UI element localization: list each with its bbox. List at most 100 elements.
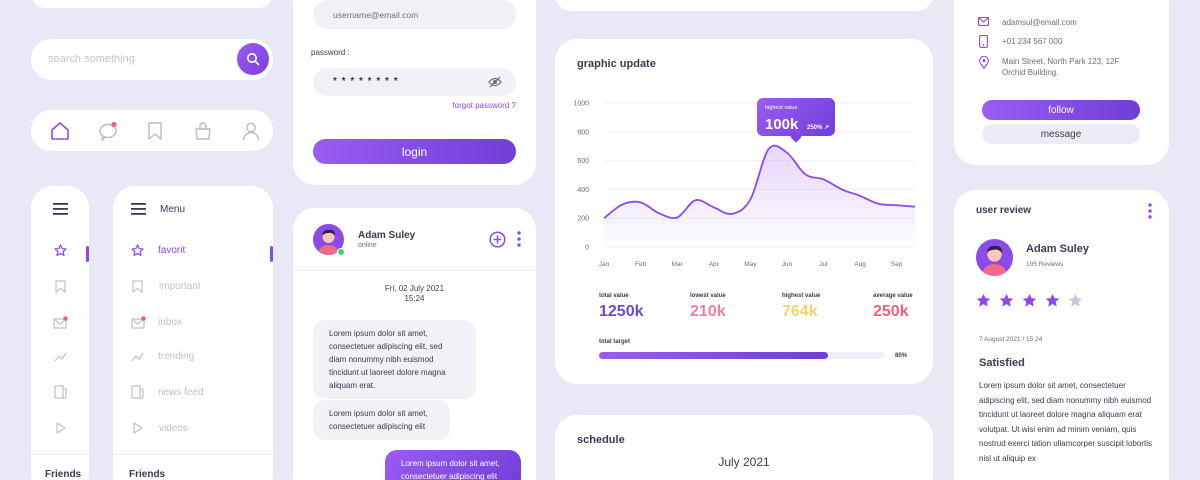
- target-progress-fill: [599, 352, 828, 359]
- sidebar-item-inbox[interactable]: inbox: [131, 316, 182, 329]
- mail-icon: [131, 316, 146, 329]
- star-filled-icon: [976, 293, 991, 307]
- hamburger-menu-icon[interactable]: [53, 203, 68, 215]
- star-icon[interactable]: [54, 244, 67, 257]
- star-filled-icon: [1022, 293, 1037, 307]
- star-filled-icon: [999, 293, 1014, 307]
- user-icon[interactable]: [241, 121, 261, 141]
- trending-icon: [131, 352, 144, 362]
- sidebar-item-label: important: [159, 281, 201, 292]
- highest-value-tooltip: highest value 100k 250% ↗: [757, 98, 835, 143]
- menu-title: Menu: [160, 204, 186, 215]
- avatar-person: [981, 246, 1008, 276]
- schedule-title: schedule: [577, 434, 625, 446]
- message-button[interactable]: message: [982, 124, 1140, 144]
- y-tick-label: 1000: [573, 101, 589, 108]
- shopping-bag-icon[interactable]: [193, 121, 213, 141]
- sidebar-item-important[interactable]: important: [132, 280, 201, 293]
- more-vertical-icon[interactable]: [517, 231, 521, 247]
- profile-card: adamsul@email.com +01 234 567 000 Main S…: [954, 0, 1169, 165]
- review-body: Lorem ipsum dolor sit amet, consectetuer…: [979, 381, 1152, 463]
- chat-time: 15:24: [404, 294, 425, 303]
- x-tick-label: Feb: [635, 261, 647, 268]
- tooltip-value: 100k: [765, 116, 799, 133]
- password-value: * * * * * * * *: [333, 76, 399, 87]
- target-label: total target: [599, 339, 631, 345]
- trending-icon[interactable]: [54, 351, 67, 362]
- review-title: user review: [976, 205, 1032, 216]
- friends-heading: Friends: [129, 469, 166, 480]
- y-tick-label: 400: [577, 187, 589, 194]
- bookmark-icon[interactable]: [145, 121, 165, 141]
- more-vertical-icon[interactable]: [1148, 203, 1152, 219]
- mail-icon: [978, 17, 989, 26]
- x-tick-label: Sep: [891, 261, 903, 268]
- user-review-card: user review Adam Suley 105 Reviews 7 Aug…: [954, 190, 1169, 480]
- avatar[interactable]: [976, 239, 1013, 276]
- search-button[interactable]: [237, 43, 269, 75]
- top-left-card: [31, 0, 273, 8]
- graphic-update-card: graphic update 1000 800 600 400 200 0 Jan Feb Ma…: [555, 39, 933, 384]
- sidebar-menu: Menu favorit important inbox trending ne…: [113, 186, 273, 480]
- eye-off-icon[interactable]: [488, 76, 502, 88]
- search-bar[interactable]: search something: [31, 39, 273, 80]
- profile-email[interactable]: adamsul@email.com: [1002, 18, 1077, 27]
- review-date: 7 August 2021 / 15:24: [979, 336, 1043, 343]
- series-area: [604, 145, 915, 247]
- active-indicator: [270, 246, 273, 262]
- tooltip-change: 250% ↗: [807, 125, 830, 131]
- stat-label: total value: [599, 293, 629, 299]
- schedule-card: schedule July 2021: [555, 415, 933, 480]
- bottom-nav-bar: [31, 110, 273, 151]
- chart-title: graphic update: [577, 58, 656, 70]
- sidebar-item-label: videos: [159, 422, 188, 434]
- sidebar-item-label: favorit: [158, 245, 186, 256]
- divider: [31, 454, 89, 455]
- username-field[interactable]: username@email.com: [313, 0, 516, 29]
- online-dot: [337, 248, 345, 256]
- follow-button[interactable]: follow: [982, 100, 1140, 120]
- x-tick-label: Apr: [709, 261, 720, 268]
- y-tick-label: 0: [585, 245, 589, 252]
- active-indicator: [86, 246, 89, 262]
- top-middle-card: [555, 0, 933, 11]
- sidebar-item-trending[interactable]: trending: [131, 351, 194, 362]
- login-button[interactable]: login: [313, 139, 516, 164]
- sidebar-item-videos[interactable]: videos: [132, 422, 188, 434]
- sidebar-item-label: news feed: [158, 386, 204, 398]
- avatar[interactable]: [313, 224, 344, 255]
- star-icon: [131, 244, 144, 257]
- home-icon[interactable]: [50, 121, 70, 141]
- stat-value: 1250k: [599, 303, 644, 320]
- bookmark-icon[interactable]: [55, 280, 66, 293]
- profile-phone[interactable]: +01 234 567 000: [1002, 37, 1063, 46]
- password-label: password :: [311, 48, 350, 57]
- bookmark-icon: [132, 280, 143, 293]
- sidebar-item-label: trending: [158, 351, 195, 362]
- x-tick-label: Mar: [672, 261, 684, 268]
- password-field[interactable]: * * * * * * * *: [313, 68, 516, 96]
- area-chart: 1000 800 600 400 200 0 Jan Feb Mar Apr May Jun Jul Au…: [573, 101, 916, 268]
- hamburger-menu-icon[interactable]: [131, 203, 146, 215]
- stat-value: 210k: [690, 303, 726, 320]
- reviewer-name: Adam Suley: [1026, 243, 1089, 255]
- search-input[interactable]: search something: [48, 53, 135, 65]
- add-icon[interactable]: [489, 231, 506, 248]
- message-bubble-outgoing: Lorem ipsum dolor sit amet, consectetuer…: [385, 450, 521, 480]
- message-bubble-incoming: Lorem ipsum dolor sit amet, consectetuer…: [313, 400, 450, 440]
- forgot-password-link[interactable]: forgot password ?: [452, 101, 516, 110]
- sidebar-item-news-feed[interactable]: news feed: [131, 385, 204, 399]
- x-tick-label: May: [744, 261, 757, 268]
- y-tick-label: 600: [577, 158, 589, 165]
- chat-icon[interactable]: [98, 121, 118, 141]
- stat-label: highest value: [782, 293, 821, 299]
- y-tick-label: 800: [577, 129, 589, 136]
- sidebar-item-favorit[interactable]: favorit: [131, 244, 185, 257]
- x-tick-label: Aug: [854, 261, 866, 268]
- news-feed-icon[interactable]: [54, 385, 67, 399]
- location-pin-icon: [979, 56, 989, 69]
- mail-icon[interactable]: [53, 316, 68, 329]
- x-tick-label: Jun: [782, 261, 793, 268]
- play-icon[interactable]: [55, 422, 66, 434]
- chat-contact-status: online: [358, 242, 377, 249]
